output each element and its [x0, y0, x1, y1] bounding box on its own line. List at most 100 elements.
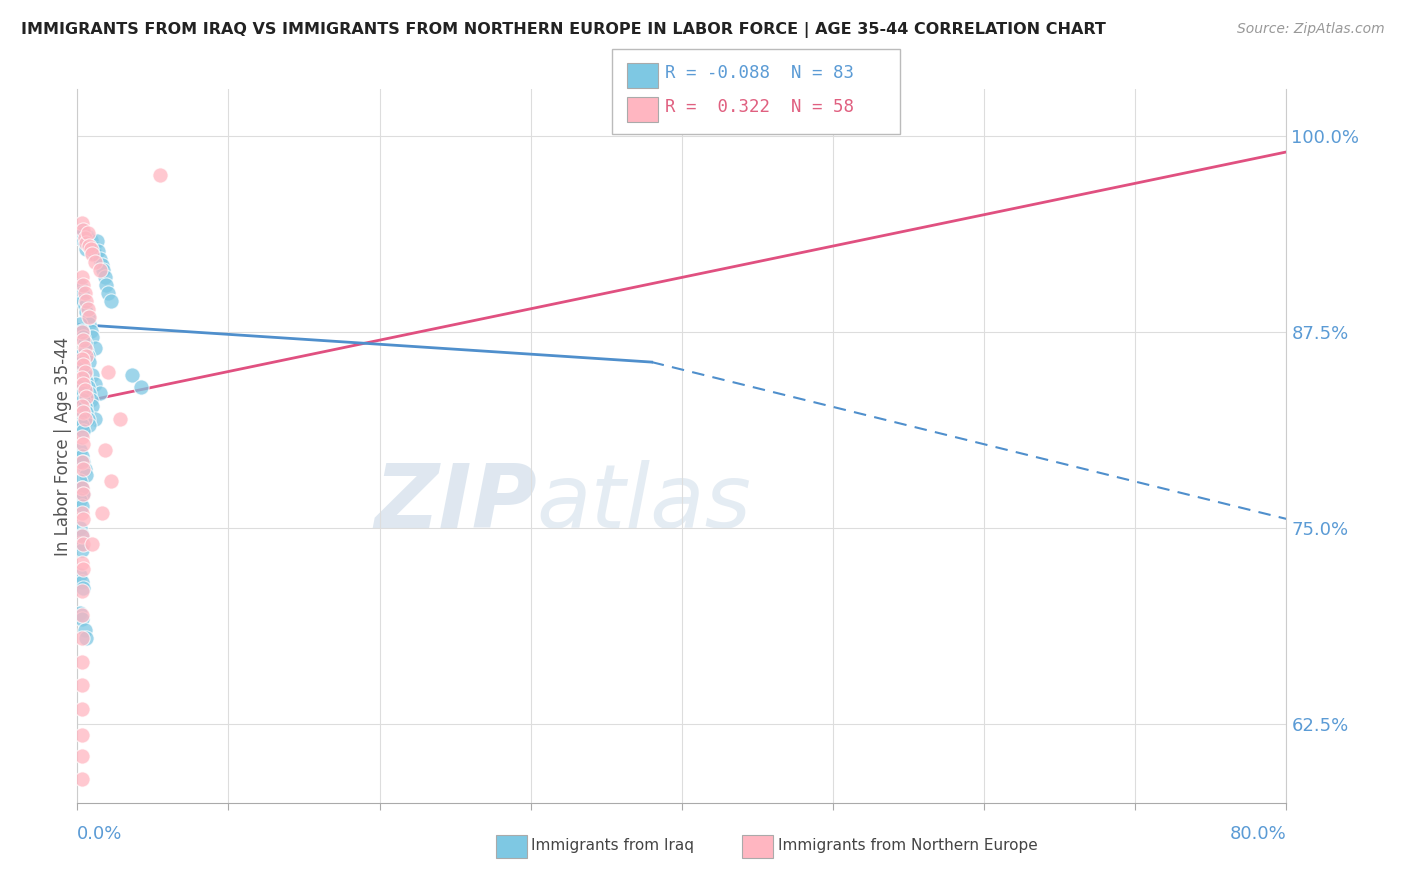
Point [75, 242, 97, 256]
Text: R =  0.322  N = 58: R = 0.322 N = 58 [665, 98, 853, 116]
Point [70, 430, 93, 444]
Point [72, 512, 94, 526]
Point [70, 386, 93, 401]
Point [70, 270, 93, 285]
Point [90, 258, 112, 272]
Point [73, 461, 96, 475]
Text: Immigrants from Iraq: Immigrants from Iraq [531, 838, 695, 854]
Point [89, 262, 111, 277]
Point [82, 245, 104, 260]
Point [82, 247, 104, 261]
Point [72, 377, 94, 392]
Point [73, 411, 96, 425]
Point [100, 475, 122, 489]
Point [82, 399, 104, 413]
Point [72, 330, 94, 344]
Point [70, 631, 93, 645]
Point [70, 417, 93, 432]
Point [70, 527, 93, 541]
Point [73, 368, 96, 382]
Point [70, 355, 93, 369]
Point [72, 424, 94, 438]
Point [69, 568, 91, 582]
Point [73, 364, 96, 378]
Point [70, 371, 93, 385]
Point [73, 336, 96, 351]
Point [70, 351, 93, 366]
Point [77, 229, 100, 244]
Point [70, 678, 93, 692]
Point [84, 411, 107, 425]
Point [75, 374, 97, 388]
Point [79, 239, 101, 253]
Point [70, 286, 93, 301]
Point [75, 343, 97, 357]
Point [70, 772, 93, 787]
Point [73, 341, 96, 355]
Point [72, 333, 94, 347]
Point [70, 584, 93, 599]
Y-axis label: In Labor Force | Age 35-44: In Labor Force | Age 35-44 [55, 336, 73, 556]
Point [70, 612, 93, 626]
Point [72, 293, 94, 308]
Point [108, 411, 131, 425]
Point [70, 655, 93, 669]
Point [70, 481, 93, 495]
Point [77, 227, 100, 241]
Point [77, 411, 100, 425]
Point [129, 380, 152, 394]
Point [72, 487, 94, 501]
Point [84, 254, 107, 268]
Point [69, 537, 91, 551]
Point [73, 399, 96, 413]
Point [69, 231, 91, 245]
Text: Source: ZipAtlas.com: Source: ZipAtlas.com [1237, 22, 1385, 37]
Point [83, 241, 105, 255]
Point [90, 506, 112, 520]
Point [72, 562, 94, 576]
Point [89, 386, 111, 401]
Point [72, 455, 94, 469]
Point [70, 500, 93, 514]
Text: atlas: atlas [537, 460, 752, 546]
Point [84, 377, 107, 392]
Point [73, 286, 96, 301]
Point [73, 235, 96, 250]
Point [70, 748, 93, 763]
Point [79, 310, 101, 324]
Point [73, 384, 96, 398]
Point [80, 233, 103, 247]
Point [87, 244, 110, 258]
Point [70, 223, 93, 237]
Point [72, 361, 94, 376]
Point [70, 215, 93, 229]
Point [69, 411, 91, 425]
Point [75, 293, 97, 308]
Point [96, 286, 118, 301]
Point [70, 529, 93, 543]
Point [70, 449, 93, 463]
Point [69, 278, 91, 293]
Point [77, 380, 100, 394]
Point [72, 537, 94, 551]
Point [77, 301, 100, 316]
Point [70, 574, 93, 589]
Point [70, 556, 93, 570]
Point [96, 364, 118, 378]
Point [72, 278, 94, 293]
Point [75, 349, 97, 363]
Point [69, 521, 91, 535]
Point [75, 405, 97, 419]
Point [70, 481, 93, 495]
Point [69, 606, 91, 620]
Point [72, 581, 94, 595]
Point [100, 293, 122, 308]
Point [84, 247, 107, 261]
Point [82, 537, 104, 551]
Point [70, 702, 93, 716]
Point [91, 262, 114, 277]
Point [79, 355, 101, 369]
Point [84, 341, 107, 355]
Point [69, 380, 91, 394]
Point [80, 392, 103, 407]
